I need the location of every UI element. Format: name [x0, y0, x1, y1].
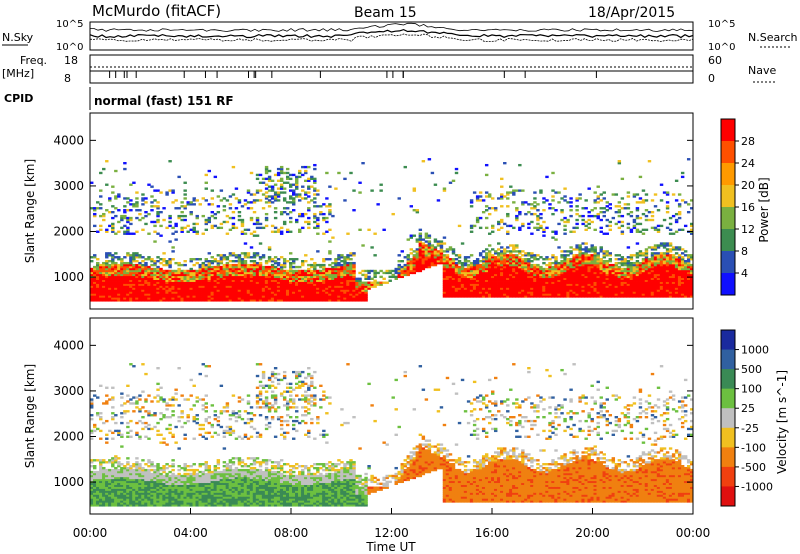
velocity-colorbar-tick-5: -100: [741, 441, 766, 454]
velocity-xlabel: Time UT: [365, 540, 416, 554]
velocity-colorbar-tick-3: 25: [741, 402, 755, 415]
power-colorbar-tick-6: 4: [741, 267, 748, 280]
velocity-colorbar-tick-6: -500: [741, 461, 766, 474]
velocity-colorbar-tick-0: 1000: [741, 344, 769, 357]
noise-scale-top-right: 10^5: [708, 19, 735, 30]
power-ytick-4000: 4000: [53, 133, 84, 147]
power-colorbar-swatch-1: [721, 141, 735, 164]
power-colorbar-swatch-5: [721, 229, 735, 252]
power-colorbar-tick-2: 20: [741, 179, 755, 192]
station-title: McMurdo (fitACF): [92, 2, 221, 20]
velocity-colorbar-swatch-2: [721, 369, 735, 390]
velocity-colorbar-tick-7: -1000: [741, 480, 773, 493]
xtick-6: 00:00: [676, 526, 711, 540]
nsearch-label: N.Search: [748, 31, 798, 44]
freq-tick-top: 18: [64, 54, 78, 67]
velocity-colorbar-swatch-5: [721, 427, 735, 448]
velocity-colorbar-tick-4: -25: [741, 422, 759, 435]
velocity-ylabel: Slant Range [km]: [23, 364, 37, 468]
power-colorbar-tick-5: 8: [741, 245, 748, 258]
power-colorbar-tick-1: 24: [741, 157, 755, 170]
power-colorbar-tick-4: 12: [741, 223, 755, 236]
power-ytick-1000: 1000: [53, 270, 84, 284]
xtick-0: 00:00: [73, 526, 108, 540]
xtick-4: 16:00: [475, 526, 510, 540]
cpid-panel: CPID normal (fast) 151 RF: [4, 87, 234, 110]
nave-tick-top: 60: [708, 54, 722, 67]
velocity-colorbar-swatch-3: [721, 388, 735, 409]
power-colorbar-swatch-4: [721, 207, 735, 230]
velocity-colorbar-tick-1: 500: [741, 363, 762, 376]
xtick-1: 04:00: [173, 526, 208, 540]
velocity-colorbar-swatch-7: [721, 466, 735, 487]
power-panel: 1000 2000 3000 4000 Slant Range [km] 28 24 20…: [23, 112, 771, 310]
nave-label: Nave: [748, 64, 776, 77]
date-title: 18/Apr/2015: [588, 5, 675, 21]
nave-tick-bottom: 0: [708, 72, 715, 85]
power-ylabel: Slant Range [km]: [23, 159, 37, 263]
nsky-label: N.Sky: [2, 31, 34, 44]
power-ytick-2000: 2000: [53, 225, 84, 239]
velocity-colorbar-swatch-8: [721, 486, 735, 507]
velocity-colorbar-swatch-0: [721, 330, 735, 351]
velocity-ytick-3000: 3000: [53, 384, 84, 398]
power-ytick-3000: 3000: [53, 179, 84, 193]
xtick-5: 20:00: [575, 526, 610, 540]
noise-scale-bottom-right: 10^0: [708, 42, 735, 53]
power-colorbar-swatch-3: [721, 185, 735, 208]
velocity-ytick-4000: 4000: [53, 338, 84, 352]
velocity-colorbar-tick-2: 100: [741, 383, 762, 396]
velocity-panel: 1000 2000 3000 4000 00:00 04:00 08:00 12:00 16:…: [23, 317, 789, 554]
velocity-colorbar-swatch-4: [721, 408, 735, 429]
velocity-ytick-2000: 2000: [53, 430, 84, 444]
power-colorbar-swatch-6: [721, 251, 735, 274]
freq-unit-label: [MHz]: [2, 67, 34, 80]
power-colorbar-swatch-2: [721, 163, 735, 186]
velocity-colorbar-swatch-6: [721, 447, 735, 468]
noise-panel: N.Sky 10^5 10^0 10^5 10^0 N.Search: [2, 19, 798, 53]
beam-title: Beam 15: [354, 5, 417, 21]
noise-scale-bottom-left: 10^0: [56, 42, 83, 53]
cpid-label: CPID: [4, 92, 33, 105]
xtick-3: 12:00: [374, 526, 409, 540]
power-colorbar-tick-0: 28: [741, 135, 755, 148]
xtick-2: 08:00: [274, 526, 309, 540]
power-colorbar-swatch-7: [721, 273, 735, 296]
power-colorbar-tick-3: 16: [741, 201, 755, 214]
power-colorbar-swatch-0: [721, 119, 735, 142]
noise-scale-top-left: 10^5: [56, 19, 83, 30]
freq-tick-bottom: 8: [64, 72, 71, 85]
freq-nave-panel: Freq. [MHz] 18 8 60 0 Nave: [2, 54, 776, 85]
velocity-ytick-1000: 1000: [53, 475, 84, 489]
velocity-colorbar-swatch-1: [721, 349, 735, 370]
velocity-colorbar-label: Velocity [m s^-1]: [775, 370, 789, 474]
cpid-text: normal (fast) 151 RF: [94, 94, 234, 108]
freq-label: Freq.: [20, 54, 47, 67]
power-colorbar-label: Power [dB]: [757, 177, 771, 242]
